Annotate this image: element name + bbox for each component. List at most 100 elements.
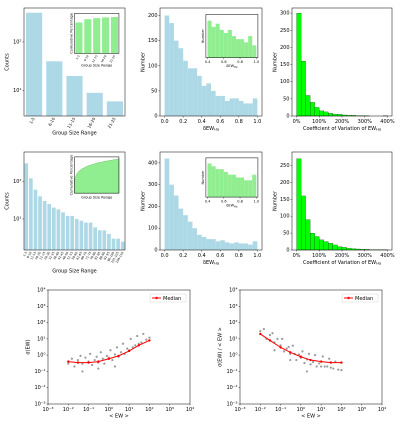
x-tick-label: 10⁻¹ (275, 407, 286, 413)
bar (38, 196, 42, 250)
scatter-point (329, 366, 332, 369)
x-tick-label: 6-10 (26, 251, 33, 259)
scatter-point (79, 354, 82, 357)
x-tick-label: 0.8 (235, 119, 243, 125)
x-axis-label-text: δEW (203, 260, 214, 266)
x-tick-label: 10³ (166, 407, 174, 413)
scatter-point (81, 370, 84, 373)
y-tick-label: 200 (148, 13, 158, 19)
y-tick-label: 10⁻² (34, 385, 45, 391)
histogram-bar (220, 95, 225, 116)
scatter-point (76, 358, 80, 362)
scatter-point (273, 349, 276, 352)
histogram-bar (332, 114, 338, 117)
histogram-bar (314, 107, 320, 117)
y-tick-label: 10¹ (13, 88, 21, 94)
x-tick-label: 1.0 (253, 253, 261, 259)
y-axis-label: σ(EW) (26, 339, 32, 354)
x-tick-label: 26-30 (43, 251, 51, 261)
histogram-bar (235, 39, 241, 58)
x-tick-label: 10⁻³ (234, 407, 245, 413)
histogram-bar (231, 36, 236, 58)
histogram-bar (211, 166, 216, 198)
x-tick-label: 0.4 (205, 60, 211, 64)
median-marker (76, 361, 80, 364)
median-marker (340, 361, 343, 364)
histogram-bar (183, 215, 188, 250)
y-tick-label: 150 (148, 38, 158, 44)
scatter-point (109, 349, 112, 352)
histogram-bar (234, 242, 239, 250)
y-tick-label: 10² (13, 179, 21, 185)
axes-frame (74, 13, 120, 54)
histogram-bar (305, 219, 311, 251)
bar (29, 178, 33, 250)
histogram-bar (227, 29, 232, 58)
x-tick-label: 10² (145, 407, 153, 413)
x-tick-label: 101-105 (110, 251, 120, 264)
bar (102, 230, 107, 250)
histogram-bar (197, 75, 202, 116)
x-tick-label: 10¹ (125, 407, 133, 413)
axes-frame (23, 151, 126, 251)
axes-frame (159, 7, 263, 117)
median-marker (148, 339, 151, 342)
bar (74, 218, 79, 250)
y-tick-label: 150 (280, 62, 290, 68)
x-tick-label: 10⁴ (378, 407, 386, 413)
histogram-bar (164, 158, 170, 250)
median-marker (97, 360, 100, 363)
x-tick-label: 11-15 (29, 251, 37, 261)
y-tick-label: 50 (151, 88, 157, 94)
y-tick-label: 0 (286, 114, 289, 120)
bar (33, 189, 38, 250)
histogram-bar (252, 241, 258, 250)
axes-frame (74, 156, 120, 194)
x-axis-label-sub: Hα (214, 128, 220, 132)
scatter-point (323, 365, 326, 368)
x-tick-label: 96-100 (106, 251, 115, 262)
x-tick-label: 31-35 (48, 251, 56, 261)
median-marker (299, 355, 303, 358)
scatter-point (313, 354, 317, 357)
x-tick-label: 1-5 (28, 116, 36, 125)
y-tick-label: 10¹ (13, 216, 21, 222)
bar (52, 207, 56, 250)
y-axis-label: Cumulative Percentage (70, 13, 74, 54)
histogram-bar (305, 95, 311, 117)
x-tick-label: 16-20 (86, 116, 96, 129)
plot-area (48, 290, 190, 404)
x-tick-label: 0.6 (216, 253, 224, 259)
x-axis-label-sub: Hα (234, 205, 238, 208)
y-tick-label: 10³ (37, 304, 45, 310)
y-axis-label: Number (273, 51, 279, 72)
y-tick-label: 400 (148, 160, 158, 166)
x-axis-label-text: Coefficient of Variation of EW (303, 126, 376, 132)
scatter-point (340, 369, 343, 372)
x-tick-label: 0% (293, 253, 301, 259)
bar (116, 238, 120, 250)
scatter-point (297, 353, 300, 356)
x-tick-label: 300% (358, 253, 373, 259)
scatter-point (309, 363, 312, 366)
median-marker (268, 339, 272, 342)
histogram-bar (328, 243, 334, 251)
median-marker (117, 354, 120, 358)
bar (84, 222, 88, 250)
histogram-bar (178, 208, 184, 250)
y-tick-label: 0 (154, 114, 157, 120)
x-tick-label: 1-5 (22, 251, 28, 257)
x-tick-label: 1.0 (254, 60, 260, 64)
median-marker (67, 360, 70, 363)
y-tick-label: 50 (283, 96, 289, 102)
x-axis-label-sub: Hα (214, 262, 220, 266)
bar (111, 238, 116, 250)
x-axis-label-text: δEW (203, 126, 214, 132)
y-tick-label: 10⁻³ (34, 402, 45, 408)
scatter-point (121, 342, 125, 345)
y-tick-label: 200 (280, 180, 290, 186)
scatter-point (328, 357, 331, 360)
bar (70, 215, 75, 250)
scatter-point (126, 347, 129, 350)
x-axis-label: δEWHα (226, 64, 238, 69)
